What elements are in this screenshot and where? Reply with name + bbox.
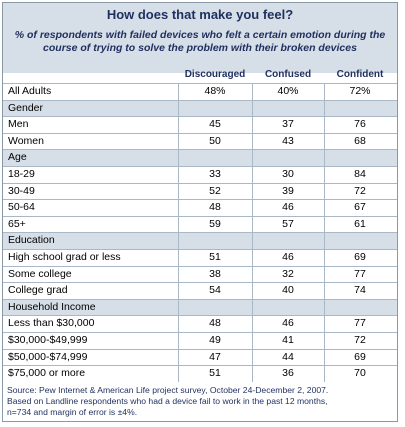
confident-value: 72 [354, 333, 366, 346]
discouraged-value: 48 [209, 201, 221, 214]
discouraged-value: 49 [209, 333, 221, 346]
row-label: Some college [8, 267, 72, 280]
table-row: Women 50 43 68 [3, 132, 397, 150]
row-label: Men [8, 118, 29, 131]
table-title: How does that make you feel? [3, 3, 397, 27]
confused-value: 36 [282, 367, 294, 380]
confident-value: 69 [354, 350, 366, 363]
column-divider [252, 83, 253, 382]
section-label: Household Income [8, 300, 96, 313]
section-label: Education [8, 234, 55, 247]
row-label: 65+ [8, 217, 26, 230]
row-label: $50,000-$74,999 [8, 350, 88, 363]
row-label: $30,000-$49,999 [8, 333, 88, 346]
discouraged-value: 50 [209, 134, 221, 147]
table-row: Less than $30,000 48 46 77 [3, 315, 397, 332]
subtitle-line: course of trying to solve the problem wi… [43, 42, 357, 54]
confident-value: 77 [354, 317, 366, 330]
row-label: 30-49 [8, 184, 35, 197]
table-row: 30-49 52 39 72 [3, 182, 397, 200]
confident-value: 68 [354, 134, 366, 147]
row-label: College grad [8, 284, 68, 297]
row-label: Less than $30,000 [8, 317, 95, 330]
source-line: Based on Landline respondents who had a … [7, 396, 328, 406]
confused-value: 46 [282, 317, 294, 330]
table-row: $30,000-$49,999 49 41 72 [3, 331, 397, 349]
discouraged-value: 54 [209, 284, 221, 297]
confident-value: 61 [354, 217, 366, 230]
section-label: Gender [8, 101, 44, 114]
discouraged-value: 51 [209, 250, 221, 263]
confused-value: 41 [282, 333, 294, 346]
column-divider [324, 83, 325, 382]
row-label: All Adults [8, 85, 52, 97]
row-label: High school grad or less [8, 250, 121, 263]
confused-value: 32 [282, 267, 294, 280]
table-row: Some college 38 32 77 [3, 265, 397, 283]
row-label: Women [8, 134, 44, 147]
row-label: 18-29 [8, 167, 35, 180]
table-frame: How does that make you feel? % of respon… [2, 2, 398, 422]
confused-value: 40 [282, 284, 294, 297]
source-line: Source: Pew Internet & American Life pro… [7, 385, 329, 395]
table-row: $75,000 or more 51 36 70 [3, 365, 397, 382]
row-label: 50-64 [8, 201, 35, 214]
discouraged-value: 45 [209, 118, 221, 131]
discouraged-value: 59 [209, 217, 221, 230]
confused-value: 46 [282, 250, 294, 263]
confused-value: 39 [282, 184, 294, 197]
confident-value: 70 [354, 367, 366, 380]
confused-value: 44 [282, 350, 294, 363]
discouraged-value: 47 [209, 350, 221, 363]
table-subtitle: % of respondents with failed devices who… [3, 27, 397, 73]
source-line: n=734 and margin of error is ±4%. [7, 407, 138, 417]
confident-value: 69 [354, 250, 366, 263]
table-row: $50,000-$74,999 47 44 69 [3, 348, 397, 366]
column-header-confident: Confident [336, 69, 384, 80]
confident-value: 84 [354, 167, 366, 180]
table-row: College grad 54 40 74 [3, 282, 397, 299]
section-header-row: Education [3, 232, 397, 249]
discouraged-value: 38 [209, 267, 221, 280]
confused-value: 40% [277, 85, 299, 97]
confident-value: 72% [349, 85, 371, 97]
column-divider [178, 83, 179, 382]
discouraged-value: 52 [209, 184, 221, 197]
table-row: All Adults 48% 40% 72% [3, 83, 397, 100]
confused-value: 30 [282, 167, 294, 180]
discouraged-value: 48% [204, 85, 226, 97]
table-row: Men 45 37 76 [3, 116, 397, 133]
confused-value: 46 [282, 201, 294, 214]
section-header-row: Age [3, 149, 397, 166]
section-label: Age [8, 151, 27, 164]
confident-value: 74 [354, 284, 366, 297]
discouraged-value: 33 [209, 167, 221, 180]
table-row: 18-29 33 30 84 [3, 165, 397, 183]
column-header-discouraged: Discouraged [184, 69, 246, 80]
discouraged-value: 48 [209, 317, 221, 330]
confused-value: 57 [282, 217, 294, 230]
confident-value: 77 [354, 267, 366, 280]
confident-value: 72 [354, 184, 366, 197]
confused-value: 37 [282, 118, 294, 131]
confident-value: 67 [354, 201, 366, 214]
source-note: Source: Pew Internet & American Life pro… [7, 385, 395, 418]
table-row: 65+ 59 57 61 [3, 215, 397, 233]
column-header-confused: Confused [264, 69, 312, 80]
subtitle-line: % of respondents with failed devices who… [14, 29, 386, 41]
section-header-row: Household Income [3, 298, 397, 316]
row-label: $75,000 or more [8, 367, 86, 380]
table-row: 50-64 48 46 67 [3, 199, 397, 216]
discouraged-value: 51 [209, 367, 221, 380]
confused-value: 43 [282, 134, 294, 147]
confident-value: 76 [354, 118, 366, 131]
table-row: High school grad or less 51 46 69 [3, 248, 397, 266]
table-body: All Adults 48% 40% 72% Gender Men 45 37 76 Women 5… [3, 83, 397, 382]
section-header-row: Gender [3, 99, 397, 117]
